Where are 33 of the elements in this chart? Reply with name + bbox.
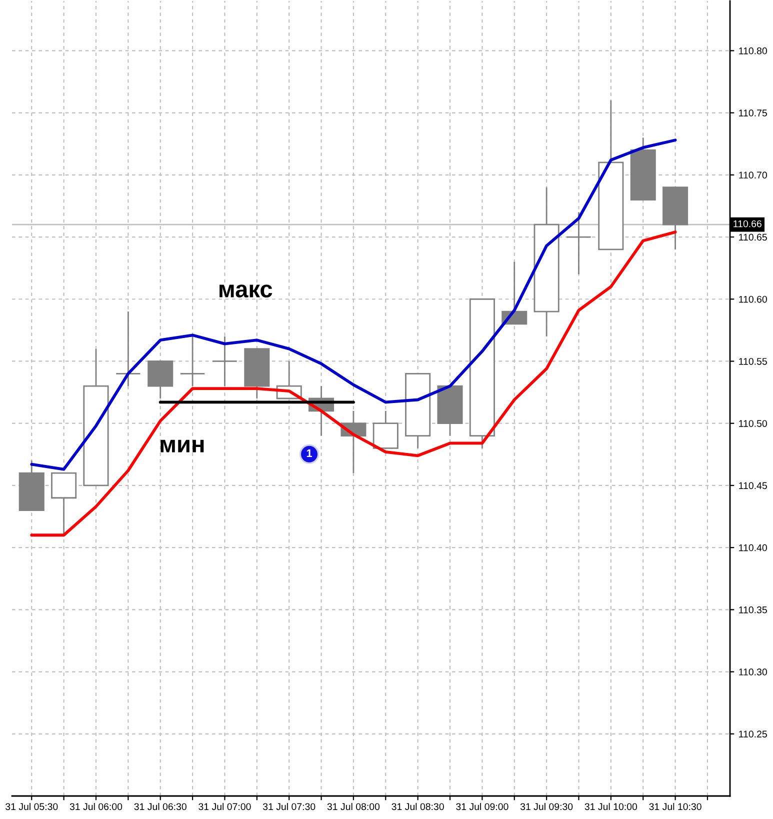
y-tick-label: 110.45 [739,482,767,490]
y-tick-label: 110.30 [739,668,767,676]
y-tick-label: 110.65 [739,234,767,241]
x-tick-label: 31 Jul 07:00 [198,802,251,810]
x-tick-label: 31 Jul 06:00 [70,802,122,810]
x-tick-label: 31 Jul 05:30 [6,802,58,810]
x-tick-label: 31 Jul 09:00 [456,802,508,810]
y-tick-label: 110.25 [739,730,767,738]
ref-line-label: 110.66 [734,220,762,228]
y-tick-label: 110.80 [739,47,767,54]
y-tick-label: 110.40 [739,544,767,552]
x-tick-label: 31 Jul 08:00 [327,802,380,810]
x-tick-label: 31 Jul 10:30 [649,802,702,810]
y-tick-label: 110.50 [739,420,767,427]
x-tick-label: 31 Jul 08:30 [392,802,444,810]
candlestick [180,336,206,387]
y-tick-label: 110.35 [739,606,767,614]
x-tick-label: 31 Jul 09:30 [520,802,573,810]
y-tick-label: 110.75 [739,110,767,116]
candlestick [115,310,141,387]
annotation: мин [160,440,204,452]
y-tick-label: 110.60 [739,296,767,303]
x-tick-label: 31 Jul 07:30 [262,802,316,810]
candlestick [566,211,592,275]
annotation: макс [220,284,272,298]
x-tick-label: 31 Jul 10:00 [584,802,638,810]
line-series [30,138,677,471]
annotation: 1 [306,449,312,458]
y-tick-label: 110.70 [739,172,767,179]
x-tick-label: 31 Jul 06:30 [134,802,186,810]
line-series [30,230,677,537]
y-tick-label: 110.55 [739,358,767,365]
candlestick [212,336,238,387]
